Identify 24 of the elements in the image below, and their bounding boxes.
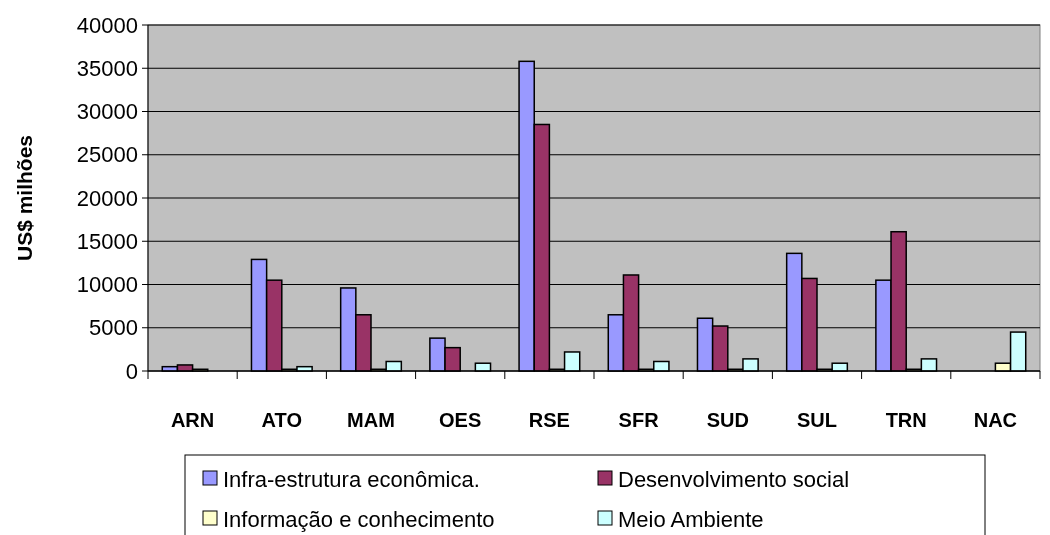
- x-tick-label: SUD: [706, 409, 749, 431]
- x-tick-label: NAC: [973, 409, 1018, 431]
- x-tick-label: SUL: [797, 409, 837, 431]
- y-tick-label: 25000: [76, 142, 138, 168]
- x-tick-label: ARN: [170, 409, 215, 431]
- x-tick-label: OES: [439, 409, 482, 431]
- y-tick-label: 40000: [76, 12, 138, 38]
- y-axis-title: US$ milhões: [13, 134, 36, 262]
- y-tick-label: 10000: [76, 272, 138, 298]
- y-tick-label: 20000: [76, 185, 138, 211]
- y-tick-label: 5000: [89, 315, 138, 341]
- x-tick-label: MAM: [347, 409, 395, 431]
- legend-label: Informação e conhecimento: [223, 506, 495, 532]
- legend-label: Infra-estrutura econômica.: [223, 466, 480, 492]
- x-tick-label: SFR: [618, 409, 660, 431]
- x-tick-label: ATO: [261, 409, 302, 431]
- x-tick-label: TRN: [885, 409, 927, 431]
- y-tick-label: 30000: [76, 99, 138, 125]
- legend-label: Meio Ambiente: [618, 506, 764, 532]
- y-tick-label: 35000: [76, 55, 138, 81]
- legend-label: Desenvolvimento social: [618, 466, 850, 492]
- y-tick-label: 15000: [76, 228, 138, 254]
- x-tick-label: RSE: [528, 409, 570, 431]
- y-tick-label: 0: [125, 358, 138, 384]
